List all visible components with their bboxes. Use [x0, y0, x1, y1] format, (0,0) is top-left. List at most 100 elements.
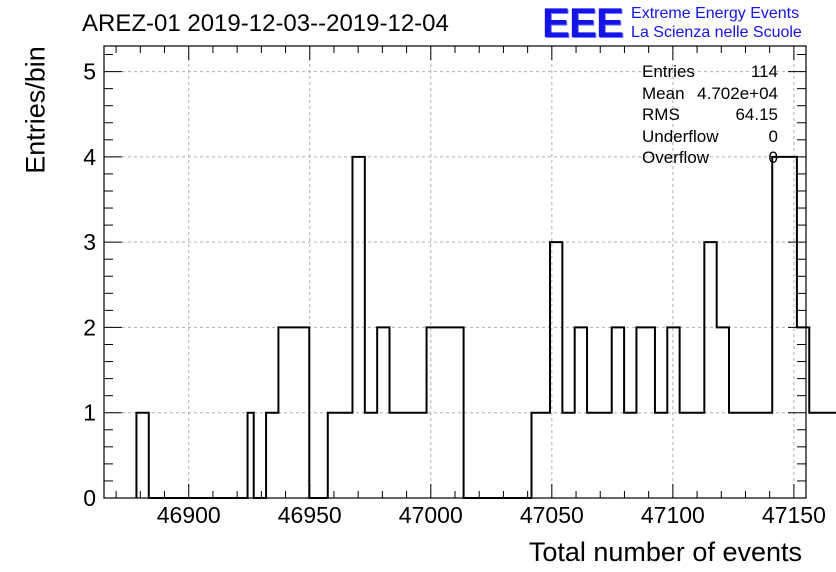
histogram-bin — [612, 327, 618, 498]
stat-overflow-value: 0 — [768, 148, 778, 167]
stat-entries-value: 114 — [750, 62, 778, 81]
histogram-bin — [766, 413, 772, 498]
y-tick-label: 5 — [83, 59, 96, 85]
histogram-bin — [538, 413, 544, 498]
histogram-bin — [772, 157, 778, 498]
x-tick-label: 47050 — [520, 502, 584, 528]
histogram-bin — [143, 413, 149, 498]
stat-underflow-label: Underflow — [642, 126, 719, 146]
histogram-bin — [741, 413, 747, 498]
histogram-bin — [686, 413, 692, 498]
histogram-bin — [278, 327, 284, 498]
histogram-bin — [272, 413, 278, 498]
histogram-bin — [427, 327, 433, 498]
histogram-bin — [680, 413, 686, 498]
histogram-bin — [667, 327, 673, 498]
eee-logo: EEE Extreme Energy Events La Scienza nel… — [542, 2, 802, 44]
histogram-bin — [754, 413, 760, 498]
histogram-bin — [581, 327, 587, 498]
histogram-bin — [457, 327, 463, 498]
histogram-bin — [365, 413, 371, 498]
histogram-bin — [285, 327, 291, 498]
stat-mean: Mean 4.702e+04 — [642, 83, 778, 105]
histogram-bin — [575, 327, 581, 498]
histogram-bin — [383, 327, 389, 498]
histogram-bin — [778, 157, 784, 498]
y-tick-label: 2 — [83, 314, 96, 340]
stat-entries: Entries 114 — [642, 61, 778, 83]
logo-line-1: Extreme Energy Events — [631, 5, 800, 22]
histogram-bin — [451, 327, 457, 498]
histogram-bin — [569, 413, 575, 498]
stat-overflow-label: Overflow — [642, 148, 710, 167]
histogram-bin — [809, 413, 815, 498]
x-tick-label: 47000 — [399, 502, 463, 528]
x-tick-label: 47100 — [641, 502, 705, 528]
histogram-bin — [649, 327, 655, 498]
histogram-bin — [248, 413, 254, 498]
histogram-bin — [618, 327, 624, 498]
histogram-bin — [673, 327, 679, 498]
histogram-bin — [531, 413, 537, 498]
logo-line-2: La Scienza nelle Scuole — [631, 24, 802, 41]
histogram-bin — [748, 413, 754, 498]
histogram-bin — [587, 413, 593, 498]
histogram-bin — [735, 413, 741, 498]
histogram-bin — [630, 413, 636, 498]
y-tick-label: 0 — [83, 485, 96, 511]
histogram-bin — [698, 413, 704, 498]
histogram-bin — [692, 413, 698, 498]
y-axis-label: Entries/bin — [20, 46, 51, 174]
histogram-bin — [599, 413, 605, 498]
histogram-bin — [828, 413, 834, 498]
histogram-bin — [760, 413, 766, 498]
histogram-bin — [593, 413, 599, 498]
stat-rms: RMS 64.15 — [642, 104, 778, 126]
x-axis-label: Total number of events — [528, 537, 802, 567]
histogram-bin — [433, 327, 439, 498]
histogram-bin — [408, 413, 414, 498]
histogram-bin — [723, 327, 729, 498]
plot-title: AREZ-01 2019-12-03--2019-12-04 — [82, 10, 449, 37]
stat-rms-value: 64.15 — [735, 105, 778, 124]
histogram-bin — [377, 327, 383, 498]
eee-logo-mark: EEE — [542, 0, 624, 46]
histogram-bin — [396, 413, 402, 498]
histogram-outline — [135, 155, 836, 499]
histogram-bin — [328, 413, 334, 498]
histogram-bin — [544, 413, 550, 498]
histogram-bin — [711, 242, 717, 498]
x-tick-label: 46900 — [157, 502, 221, 528]
stat-underflow-value: 0 — [768, 126, 778, 146]
histogram-bin — [371, 413, 377, 498]
histogram-bin — [291, 327, 297, 498]
histogram-bin — [562, 413, 568, 498]
eee-logo-text: Extreme Energy Events La Scienza nelle S… — [631, 4, 802, 42]
stat-mean-value: 4.702e+04 — [697, 83, 778, 103]
histogram-bin — [359, 157, 365, 498]
histogram-bin — [297, 327, 303, 498]
histogram-bin — [556, 242, 562, 498]
y-tick-label: 4 — [83, 144, 96, 170]
histogram-bin — [445, 327, 451, 498]
stat-overflow: Overflow 0 — [642, 147, 778, 169]
histogram-bin — [661, 413, 667, 498]
histogram-bin — [352, 157, 358, 498]
histogram-bin — [822, 413, 828, 498]
histogram-bin — [717, 327, 723, 498]
stats-box: Entries 114 Mean 4.702e+04 RMS 64.15 Und… — [642, 61, 778, 169]
stat-underflow: Underflow 0 — [642, 126, 778, 148]
histogram-bin — [439, 327, 445, 498]
histogram-bin — [636, 327, 642, 498]
y-tick-label: 3 — [83, 229, 96, 255]
histogram-bin — [643, 327, 649, 498]
x-tick-label: 47150 — [762, 502, 826, 528]
stat-mean-label: Mean — [642, 83, 685, 103]
histogram-bin — [334, 413, 340, 498]
stat-entries-label: Entries — [642, 62, 695, 81]
histogram-bin — [624, 413, 630, 498]
histogram-bin — [815, 413, 821, 498]
histogram-bin — [606, 413, 612, 498]
histogram-bin — [704, 242, 710, 498]
histogram-bin — [729, 413, 735, 498]
